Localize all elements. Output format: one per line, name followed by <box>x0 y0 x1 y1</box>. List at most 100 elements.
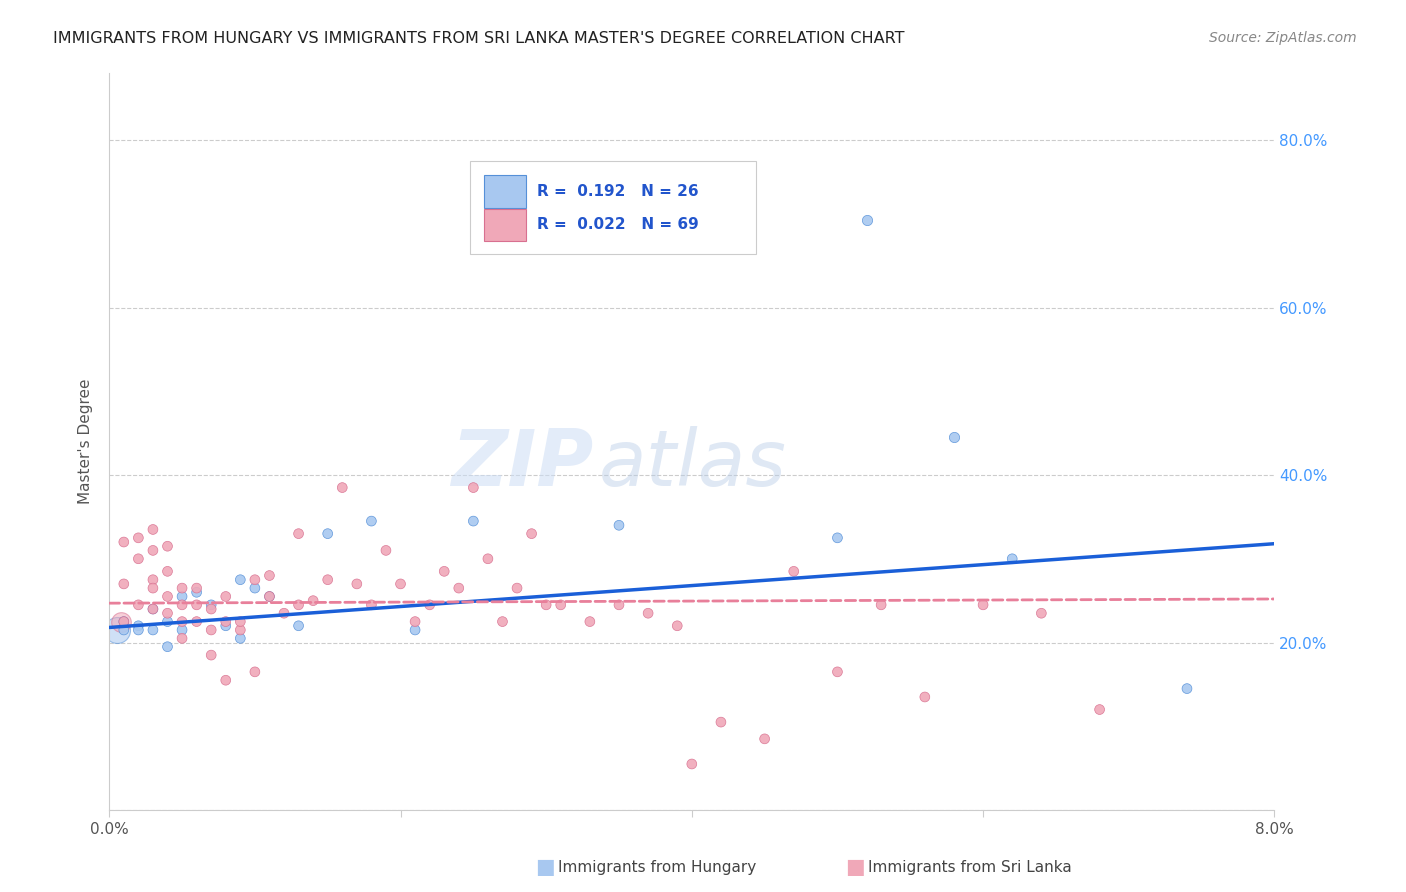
Point <box>215 673 238 688</box>
Point <box>156 615 179 629</box>
Point <box>186 585 208 599</box>
Point <box>972 598 994 612</box>
Point <box>259 590 281 604</box>
FancyBboxPatch shape <box>471 161 756 253</box>
FancyBboxPatch shape <box>485 176 526 208</box>
Text: Source: ZipAtlas.com: Source: ZipAtlas.com <box>1209 31 1357 45</box>
Point <box>156 590 179 604</box>
Point <box>112 577 135 591</box>
Point <box>243 665 266 679</box>
Point <box>170 632 193 646</box>
Point <box>273 606 295 620</box>
Point <box>229 573 252 587</box>
Point <box>914 690 936 704</box>
Point <box>360 598 382 612</box>
Point <box>607 598 630 612</box>
Point <box>419 598 441 612</box>
Point <box>229 623 252 637</box>
Point <box>200 648 222 662</box>
Point <box>316 573 339 587</box>
Point <box>200 598 222 612</box>
Point <box>156 640 179 654</box>
Point <box>156 539 179 553</box>
Point <box>170 615 193 629</box>
Point <box>186 581 208 595</box>
Point <box>127 623 149 637</box>
Point <box>1031 606 1053 620</box>
Text: R =  0.192   N = 26: R = 0.192 N = 26 <box>537 184 699 199</box>
Point <box>1088 702 1111 716</box>
Point <box>186 615 208 629</box>
Text: ■: ■ <box>845 857 865 877</box>
Point <box>170 581 193 595</box>
Point <box>112 535 135 549</box>
Text: atlas: atlas <box>599 425 786 501</box>
Point <box>666 619 689 633</box>
Point <box>942 430 965 444</box>
Point <box>229 615 252 629</box>
Point <box>170 590 193 604</box>
Point <box>855 212 877 227</box>
Point <box>200 623 222 637</box>
Text: R =  0.022   N = 69: R = 0.022 N = 69 <box>537 218 699 232</box>
Point <box>579 615 602 629</box>
Point <box>302 593 325 607</box>
Text: ZIP: ZIP <box>450 425 593 501</box>
Text: Immigrants from Hungary: Immigrants from Hungary <box>558 860 756 874</box>
Point <box>186 598 208 612</box>
Point <box>142 573 165 587</box>
Text: Immigrants from Sri Lanka: Immigrants from Sri Lanka <box>868 860 1071 874</box>
Point <box>215 615 238 629</box>
Point <box>404 615 426 629</box>
Point <box>316 526 339 541</box>
Point <box>142 602 165 616</box>
Point <box>110 615 132 629</box>
Point <box>1001 551 1024 566</box>
Point <box>127 598 149 612</box>
Point <box>156 606 179 620</box>
Point <box>375 543 398 558</box>
FancyBboxPatch shape <box>485 209 526 241</box>
Point <box>506 581 529 595</box>
Point <box>142 602 165 616</box>
Point <box>127 619 149 633</box>
Point <box>681 756 703 771</box>
Point <box>127 531 149 545</box>
Point <box>287 598 309 612</box>
Point <box>870 598 893 612</box>
Point <box>200 602 222 616</box>
Point <box>215 590 238 604</box>
Point <box>142 581 165 595</box>
Point <box>389 577 412 591</box>
Point <box>105 623 128 637</box>
Point <box>142 523 165 537</box>
Point <box>170 623 193 637</box>
Point <box>287 619 309 633</box>
Text: ■: ■ <box>536 857 555 877</box>
Point <box>156 565 179 579</box>
Point <box>243 573 266 587</box>
Point <box>259 590 281 604</box>
Point <box>433 565 456 579</box>
Point <box>112 623 135 637</box>
Point <box>142 543 165 558</box>
Point <box>360 514 382 528</box>
Point <box>229 632 252 646</box>
Point <box>170 598 193 612</box>
Point <box>287 526 309 541</box>
Point <box>710 715 733 730</box>
Point <box>1175 681 1198 696</box>
Point <box>827 531 849 545</box>
Point <box>112 615 135 629</box>
Point <box>783 565 806 579</box>
Point <box>259 568 281 582</box>
Point <box>463 514 485 528</box>
Point <box>477 551 499 566</box>
Point <box>607 518 630 533</box>
Point <box>404 623 426 637</box>
Point <box>520 526 543 541</box>
Point <box>112 615 135 629</box>
Point <box>346 577 368 591</box>
Point <box>534 598 557 612</box>
Point <box>637 606 659 620</box>
